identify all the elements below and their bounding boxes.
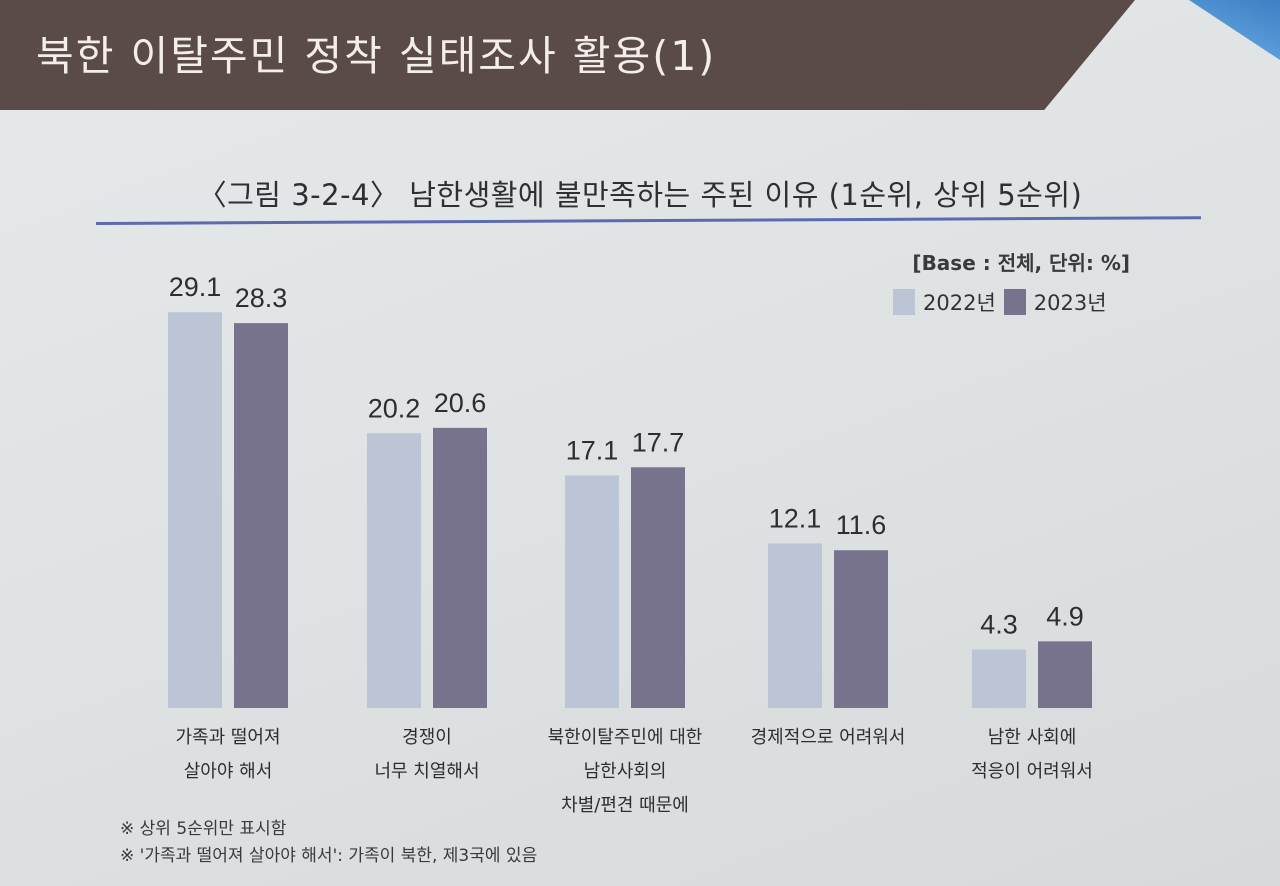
bar-2023-4 (834, 550, 888, 708)
bar-2022-3 (565, 475, 619, 708)
bar-2023-1 (234, 323, 288, 708)
legend-item-2023: 2023년 (1003, 287, 1107, 317)
legend: 2022년 2023년 (893, 287, 1107, 317)
category-label-2-line-2: 너무 치열해서 (374, 761, 479, 782)
category-label-3-line-2: 남한사회의 (584, 761, 667, 782)
bar-2023-5 (1038, 641, 1092, 708)
legend-swatch-2022 (893, 289, 915, 315)
value-label-2023-1: 28.3 (235, 283, 288, 313)
value-label-2023-3: 17.7 (632, 427, 685, 457)
category-label-5-line-2: 적응이 어려워서 (971, 761, 1093, 782)
category-label-1-line-1: 가족과 떨어져 (175, 727, 280, 748)
bar-2022-1 (168, 312, 222, 708)
category-label-4-line-1: 경제적으로 어려워서 (751, 727, 906, 748)
value-label-2023-4: 11.6 (836, 510, 887, 540)
footnote-1: ※ 상위 5순위만 표시함 (120, 819, 287, 839)
legend-label-2023: 2023년 (1033, 291, 1107, 315)
value-label-2022-4: 12.1 (769, 503, 822, 533)
legend-item-2022: 2022년 (893, 287, 996, 317)
bar-2023-2 (433, 427, 487, 708)
figure-title: 〈그림 3-2-4〉 남한생활에 불만족하는 주된 이유 (1순위, 상위 5순… (197, 178, 1083, 212)
base-note: [Base : 전체, 단위: %] (912, 251, 1130, 275)
value-label-2022-5: 4.3 (980, 610, 1018, 640)
bar-2023-3 (631, 467, 685, 708)
footnotes: ※ 상위 5순위만 표시함 ※ '가족과 떨어져 살아야 해서': 가족이 북한… (120, 816, 537, 870)
category-label-3-line-3: 차별/편견 때문에 (561, 795, 689, 816)
legend-swatch-2023 (1003, 289, 1026, 315)
value-label-2023-5: 4.9 (1046, 601, 1084, 631)
value-label-2022-2: 20.2 (368, 393, 421, 423)
legend-label-2022: 2022년 (923, 291, 996, 315)
category-label-2-line-1: 경쟁이 (402, 727, 452, 748)
category-label-3-line-1: 북한이탈주민에 대한 (548, 727, 703, 748)
bar-2022-4 (768, 543, 822, 708)
value-label-2022-1: 29.1 (169, 272, 222, 302)
footnote-2: ※ '가족과 떨어져 살아야 해서': 가족이 북한, 제3국에 있음 (120, 846, 538, 867)
value-label-2022-3: 17.1 (566, 435, 619, 465)
category-label-5-line-1: 남한 사회에 (988, 727, 1077, 748)
bar-2022-5 (972, 649, 1026, 708)
header-band (0, 0, 1135, 110)
slide-title: 북한 이탈주민 정착 실태조사 활용(1) (36, 32, 717, 80)
category-label-1-line-2: 살아야 해서 (184, 761, 273, 782)
bar-2022-2 (367, 433, 421, 708)
value-label-2023-2: 20.6 (434, 388, 487, 418)
